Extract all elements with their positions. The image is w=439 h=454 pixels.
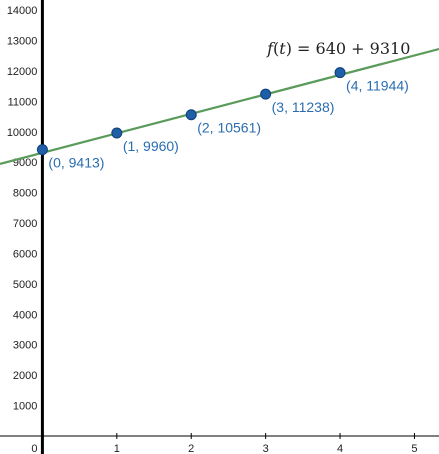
y-tick-label: 6000 <box>13 248 37 260</box>
y-axis-ticks: 1000 2000 3000 4000 5000 6000 7000 8000 9000 1000… <box>7 5 38 412</box>
formula-rhs: = 640 + 9310 <box>297 39 410 58</box>
data-point <box>111 127 123 139</box>
x-tick-label: 5 <box>411 443 417 454</box>
formula-function-name: f <box>266 39 276 58</box>
y-tick-label: 11000 <box>8 96 38 108</box>
formula-argument: t <box>279 39 286 58</box>
y-tick-label: 13000 <box>7 36 38 48</box>
y-tick-label: 5000 <box>13 279 37 291</box>
x-tick-label: 2 <box>188 443 194 454</box>
y-tick-label: 8000 <box>13 188 37 200</box>
data-point <box>260 88 272 100</box>
data-points: (0, 9413) (1, 9960) (2, 10561) (3, 11238) (4… <box>36 67 409 171</box>
y-tick-label: 9000 <box>13 157 37 169</box>
data-point-label: (2, 10561) <box>197 120 261 136</box>
y-tick-label: 4000 <box>13 309 37 321</box>
x-tick-label: 1 <box>114 443 120 454</box>
data-point-label: (1, 9960) <box>123 138 179 154</box>
y-tick-label: 7000 <box>13 218 37 230</box>
data-point <box>185 109 197 121</box>
y-tick-label: 1000 <box>13 401 37 413</box>
trend-line <box>0 47 439 165</box>
y-tick-label: 14000 <box>7 5 38 17</box>
x-tick-label: 0 <box>31 443 37 454</box>
y-tick-label: 3000 <box>13 340 37 352</box>
formula-label: f(t) = 640 + 9310 <box>266 39 410 58</box>
y-tick-label: 10000 <box>7 127 38 139</box>
y-tick-label: 2000 <box>13 370 37 382</box>
x-tick-label: 3 <box>263 443 269 454</box>
y-tick-label: 12000 <box>7 66 38 78</box>
data-point-label: (0, 9413) <box>48 155 104 171</box>
formula-open-paren: ( <box>273 39 279 58</box>
x-tick-label: 4 <box>337 443 343 454</box>
data-point <box>334 67 346 79</box>
data-point-label: (3, 11238) <box>272 99 335 115</box>
data-point <box>36 144 48 156</box>
formula-close-paren: ) <box>286 39 297 58</box>
data-point-label: (4, 11944) <box>346 78 409 94</box>
